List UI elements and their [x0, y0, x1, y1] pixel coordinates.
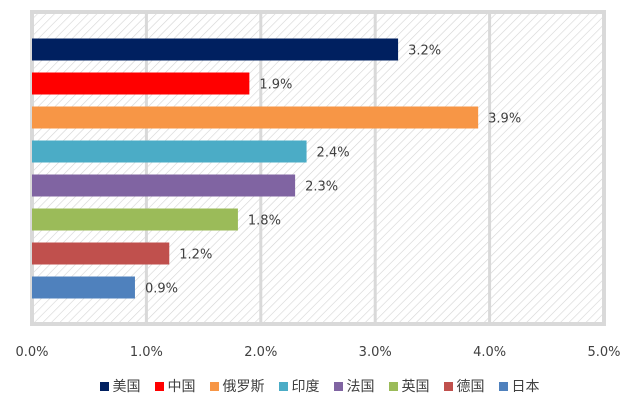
legend-item: 英国: [388, 376, 430, 396]
data-label: 2.3%: [305, 180, 338, 195]
legend-swatch: [278, 381, 288, 391]
legend-swatch: [443, 381, 453, 391]
data-label: 1.9%: [259, 78, 292, 93]
legend-label: 印度: [291, 379, 320, 395]
plot-area: [30, 10, 606, 326]
legend-swatch: [498, 381, 508, 391]
legend-swatch: [209, 381, 219, 391]
data-label: 1.2%: [179, 248, 212, 263]
data-label: 3.9%: [488, 112, 521, 127]
bar-法国: [32, 174, 296, 197]
bar-英国: [32, 208, 238, 231]
data-label: 1.8%: [248, 214, 281, 229]
x-tick-label: 0.0%: [15, 345, 48, 360]
legend-item: 中国: [154, 376, 196, 396]
legend-label: 中国: [167, 379, 196, 395]
bar-美国: [32, 38, 399, 61]
x-tick-label: 2.0%: [244, 345, 277, 360]
bar-德国: [32, 242, 170, 265]
bar-chart: 3.2% 1.9% 3.9% 2.4% 2.3% 1.8% 1.2% 0.9% 0.0% 1.0…: [15, 10, 621, 360]
legend-label: 美国: [112, 379, 141, 395]
legend-label: 德国: [456, 379, 485, 395]
x-tick-label: 1.0%: [130, 345, 163, 360]
x-tick-label: 4.0%: [473, 345, 506, 360]
bar-日本: [32, 276, 135, 299]
legend-swatch: [333, 381, 343, 391]
x-tick-label: 3.0%: [359, 345, 392, 360]
legend: 美国 中国 俄罗斯 印度 法国 英国 德国 日本: [0, 376, 639, 396]
legend-swatch: [388, 381, 398, 391]
legend-item: 印度: [278, 376, 320, 396]
data-label: 2.4%: [317, 146, 350, 161]
legend-swatch: [99, 381, 109, 391]
legend-item: 日本: [498, 376, 540, 396]
legend-item: 美国: [99, 376, 141, 396]
legend-label: 俄罗斯: [222, 379, 265, 395]
legend-item: 法国: [333, 376, 375, 396]
data-label: 0.9%: [145, 282, 178, 297]
bar-印度: [32, 140, 307, 163]
bar-俄罗斯: [32, 106, 479, 129]
x-tick-label: 5.0%: [587, 345, 620, 360]
legend-label: 日本: [511, 379, 540, 395]
legend-swatch: [154, 381, 164, 391]
legend-item: 俄罗斯: [209, 376, 265, 396]
data-label: 3.2%: [408, 44, 441, 59]
legend-item: 德国: [443, 376, 485, 396]
legend-label: 法国: [346, 379, 375, 395]
bar-中国: [32, 72, 250, 95]
legend-label: 英国: [401, 379, 430, 395]
